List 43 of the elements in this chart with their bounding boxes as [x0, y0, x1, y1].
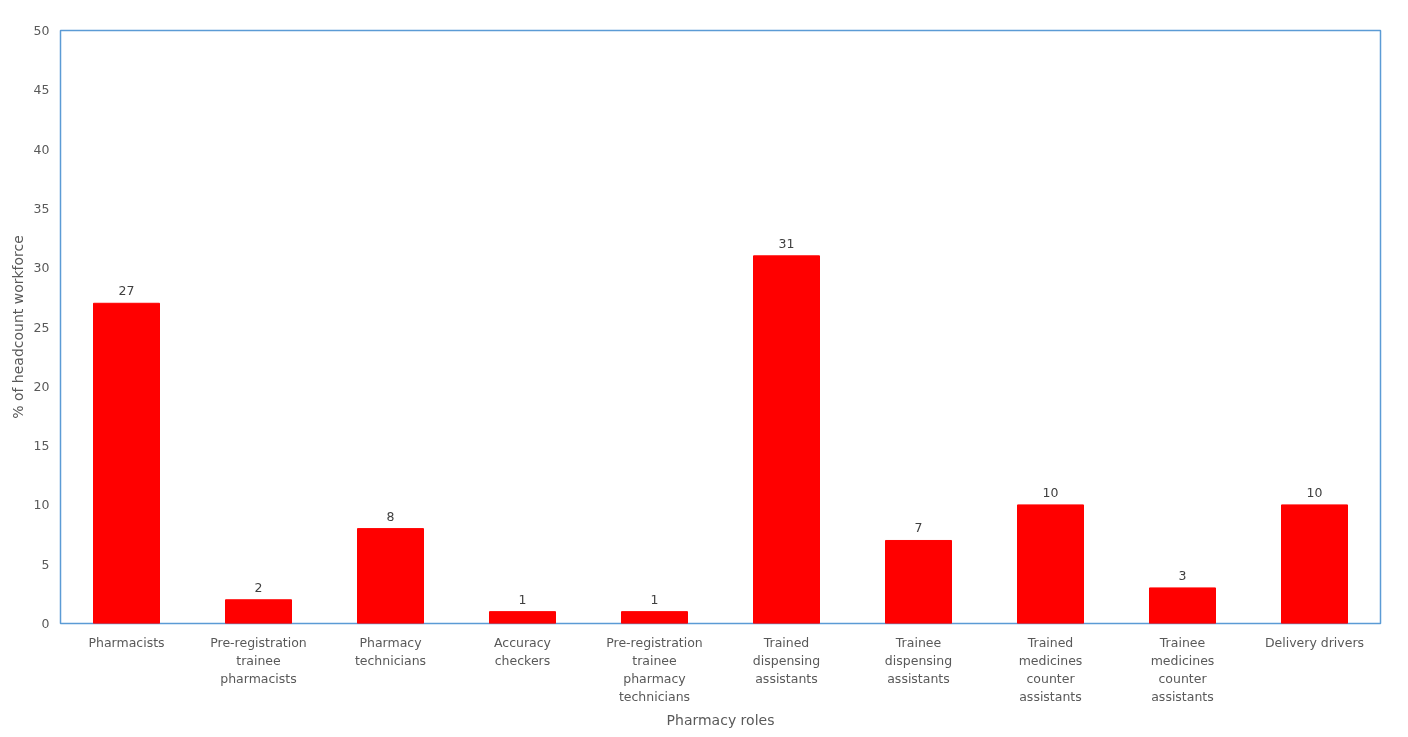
- x-tick-label: Pre-registration trainee pharmacy technicians: [606, 634, 703, 704]
- x-tick-label: Pre-registration trainee pharmacists: [210, 634, 307, 686]
- bar: [1017, 504, 1084, 624]
- y-tick-label: 30: [33, 260, 50, 276]
- x-tick-label: Trainee medicines counter assistants: [1150, 634, 1215, 704]
- data-label: 1: [518, 591, 527, 607]
- bar: [357, 528, 424, 624]
- y-tick-label: 0: [41, 616, 50, 631]
- data-label: 7: [914, 520, 923, 536]
- data-label: 2: [254, 579, 263, 595]
- x-axis-title: Pharmacy roles: [666, 711, 775, 728]
- data-label: 10: [1306, 484, 1323, 500]
- y-axis-title: % of headcount workforce: [9, 235, 26, 419]
- data-label: 8: [386, 508, 395, 524]
- bar: [753, 255, 820, 624]
- data-label: 10: [1042, 484, 1059, 500]
- bar: [885, 539, 952, 624]
- bar: [93, 302, 160, 624]
- x-tick-label: Delivery drivers: [1264, 634, 1365, 650]
- y-tick-label: 15: [33, 438, 50, 454]
- y-tick-label: 10: [33, 497, 50, 513]
- x-tick-label: Pharmacy technicians: [354, 634, 427, 668]
- bar: [225, 599, 292, 624]
- bar: [489, 611, 556, 624]
- x-tick-label: Trainee dispensing assistants: [884, 634, 953, 686]
- y-tick-label: 40: [33, 141, 50, 157]
- bar: [621, 611, 688, 624]
- data-label: 3: [1178, 567, 1187, 583]
- y-tick-label: 45: [33, 82, 50, 98]
- y-tick-label: 35: [33, 200, 50, 216]
- data-label: 31: [778, 235, 795, 251]
- x-tick-label: Trained medicines counter assistants: [1018, 634, 1083, 704]
- y-tick-label: 5: [41, 556, 50, 572]
- y-tick-label: 25: [33, 319, 50, 335]
- data-label: 27: [118, 283, 135, 299]
- x-tick-label: Trained dispensing assistants: [752, 634, 821, 686]
- bar: [1149, 587, 1216, 624]
- y-tick-label: 20: [33, 378, 50, 394]
- x-tick-label: Accuracy checkers: [493, 634, 552, 668]
- data-label: 1: [650, 591, 659, 607]
- bar: [1281, 504, 1348, 624]
- y-tick-label: 50: [33, 23, 50, 38]
- x-tick-label: Pharmacists: [88, 634, 165, 650]
